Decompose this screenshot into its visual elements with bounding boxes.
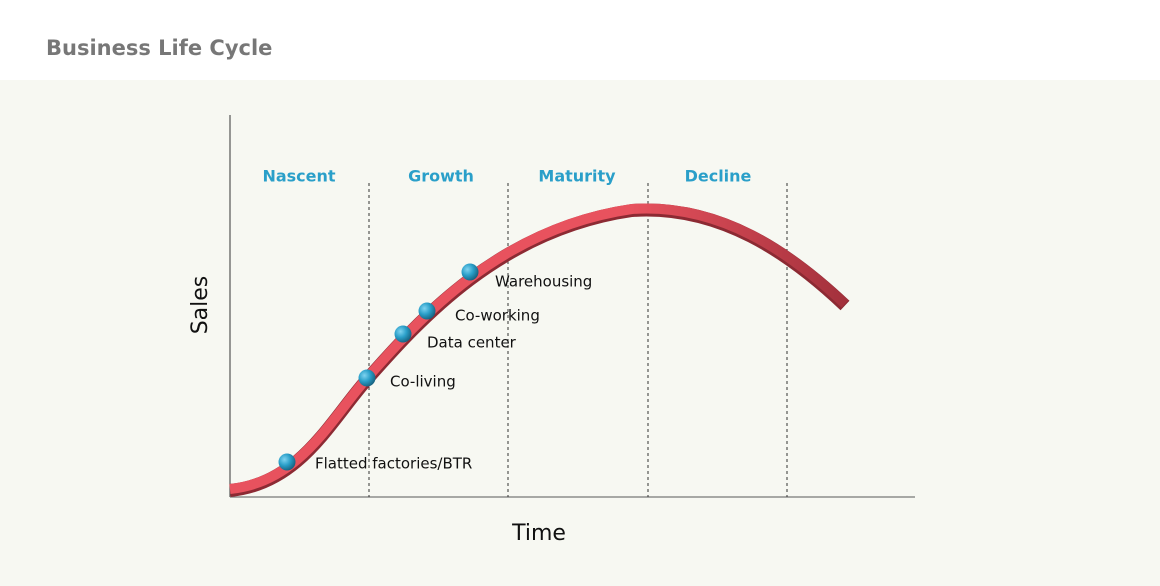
point-marker [394, 325, 412, 343]
y-axis-label: Sales [188, 276, 213, 335]
x-axis-label: Time [511, 521, 566, 546]
point-label: Co-working [455, 307, 540, 325]
point-label: Data center [427, 334, 517, 352]
stage-label: Decline [685, 167, 752, 186]
point-label: Warehousing [495, 273, 592, 291]
point-marker [418, 302, 436, 320]
stage-label: Nascent [262, 167, 335, 186]
point-label: Flatted factories/BTR [315, 455, 472, 473]
stage-label: Maturity [538, 167, 616, 186]
point-marker [461, 263, 479, 281]
point-label: Co-living [390, 373, 456, 391]
life-cycle-curve [229, 203, 849, 494]
stage-dividers [368, 183, 788, 497]
stage-label: Growth [408, 167, 474, 186]
point-marker [278, 453, 296, 471]
title: Business Life Cycle [46, 36, 272, 60]
point-markers [278, 263, 479, 471]
header-bg [0, 0, 1160, 80]
point-marker [358, 369, 376, 387]
panel-bg [0, 80, 1160, 586]
